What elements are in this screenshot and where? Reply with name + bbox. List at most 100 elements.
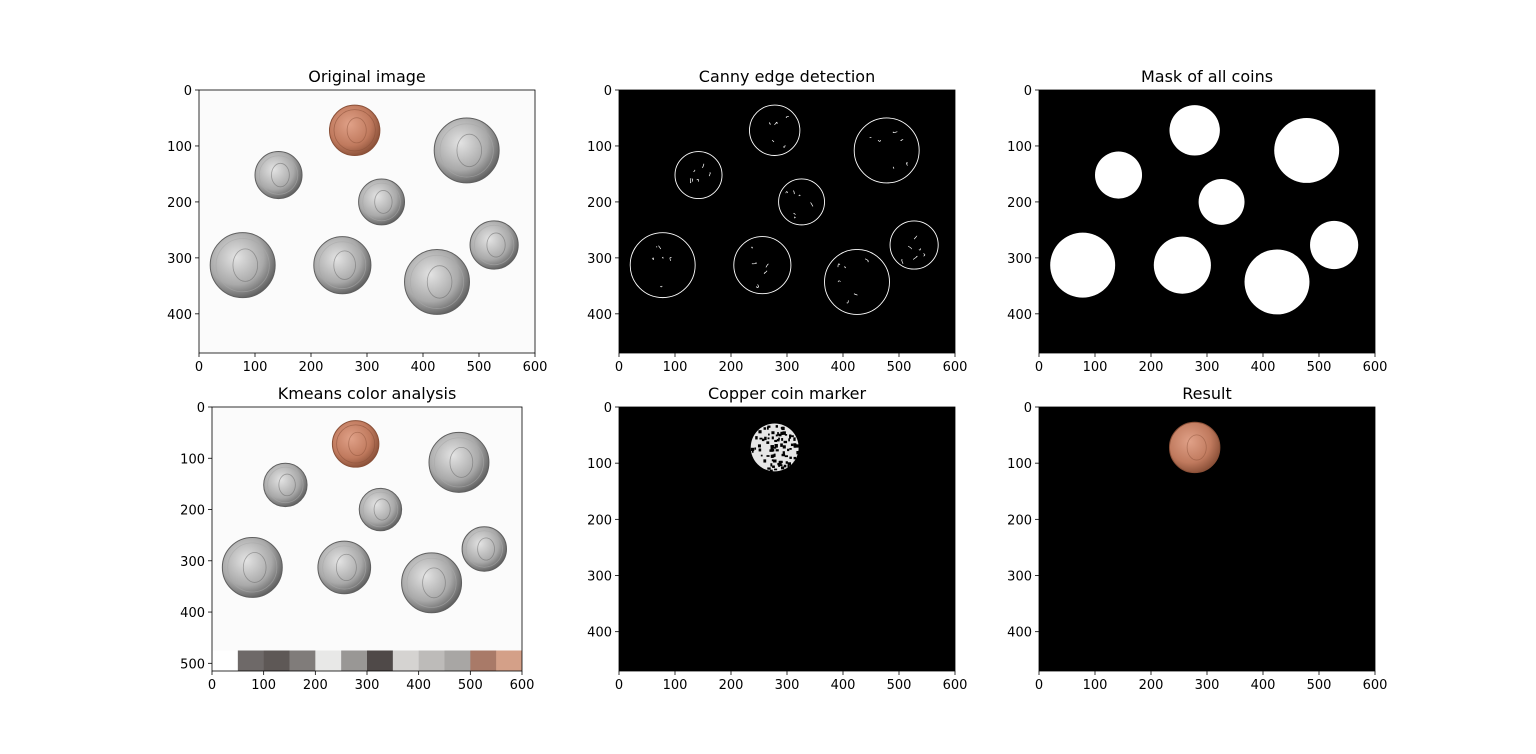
x-tick-label: 100 (251, 678, 276, 693)
marker-noise (771, 436, 774, 440)
quarter-coin (401, 552, 463, 614)
inner-edge (794, 216, 796, 219)
inner-edge (693, 169, 696, 173)
inner-edge (923, 253, 926, 257)
palette-swatch (341, 650, 368, 671)
coin-relief (335, 553, 357, 582)
inner-edge (901, 259, 904, 264)
inner-edge (900, 139, 904, 141)
marker-noise (774, 439, 778, 443)
x-tick-label: 0 (195, 360, 203, 375)
marker-noise (767, 425, 771, 428)
inner-edge (651, 257, 654, 260)
marker-noise (785, 461, 788, 464)
marker-noise (775, 434, 778, 437)
marker-noise (789, 434, 792, 437)
marker-noise (766, 426, 769, 430)
x-tick-label: 200 (719, 360, 744, 375)
x-tick-label: 400 (831, 678, 856, 693)
y-tick-label: 0 (184, 84, 192, 99)
marker-noise (764, 436, 767, 441)
palette-swatch (496, 650, 522, 671)
y-tick-label: 200 (587, 513, 612, 528)
y-tick-label: 200 (167, 196, 192, 211)
coin-relief (1186, 434, 1207, 461)
inner-edge (913, 235, 918, 240)
x-tick-label: 100 (1083, 678, 1108, 693)
panel-title: Original image (308, 67, 426, 86)
x-tick-label: 300 (775, 678, 800, 693)
inner-edge (669, 256, 672, 262)
inner-edge (763, 270, 768, 274)
marker-noise (758, 430, 762, 434)
marker-noise (751, 449, 754, 453)
coin-edge (629, 232, 696, 299)
panel-original-image: Original image 0 100 200 300 400 500 600 0 100 200… (167, 67, 547, 375)
inner-edge (837, 280, 841, 283)
inner-edge (798, 194, 801, 197)
marker-noise (754, 447, 757, 450)
coin-relief (333, 250, 356, 280)
marker-noise (782, 451, 785, 455)
coin-rim (362, 182, 401, 222)
x-tick-label: 400 (1251, 678, 1276, 693)
y-tick-label: 400 (1007, 626, 1032, 641)
y-tick-label: 0 (604, 401, 612, 416)
marker-noise (789, 435, 792, 439)
inner-edge (918, 248, 921, 251)
coin-edge (889, 220, 939, 270)
y-tick-label: 500 (180, 657, 205, 672)
coin-relief (278, 473, 296, 497)
panel-title: Copper coin marker (708, 384, 867, 403)
marker-noise (784, 434, 788, 436)
marker-noise (796, 450, 799, 455)
marker-noise (778, 437, 780, 440)
panel-result: Result 0 100 200 300 400 500 600 0 100 200 300 400 (1007, 384, 1387, 693)
nickel-coin (313, 236, 372, 295)
inner-edge (864, 258, 869, 263)
panel-title: Mask of all coins (1141, 67, 1273, 86)
coin-mask (1095, 151, 1143, 199)
inner-edge (837, 263, 841, 268)
inner-edge (771, 139, 775, 143)
inner-edge (782, 145, 786, 148)
inner-edge (656, 246, 658, 248)
marker-noise (779, 464, 783, 467)
marker-noise (776, 438, 780, 442)
coin-rim (433, 437, 484, 488)
x-tick-label: 0 (615, 678, 623, 693)
x-tick-label: 300 (1195, 678, 1220, 693)
inner-edge (751, 246, 754, 249)
x-tick-label: 500 (1307, 678, 1332, 693)
y-tick-label: 100 (587, 140, 612, 155)
dime-coin (263, 462, 308, 508)
inner-edge (696, 179, 700, 182)
marker-noise (775, 449, 779, 452)
coin-rim (322, 545, 367, 590)
coin-relief (348, 431, 367, 456)
x-tick-label: 600 (1363, 360, 1388, 375)
inner-edge (793, 190, 795, 195)
image-area (212, 407, 522, 671)
y-tick-label: 0 (197, 401, 205, 416)
marker-noise (789, 447, 792, 450)
coin-rim (227, 542, 278, 593)
y-tick-label: 300 (587, 252, 612, 267)
quarter-coin (433, 117, 500, 184)
coin-relief (346, 117, 367, 144)
marker-noise (788, 438, 790, 442)
inner-edge (660, 285, 663, 288)
inner-edge (785, 115, 789, 118)
coin-mask (1153, 236, 1211, 294)
y-tick-label: 400 (180, 606, 205, 621)
y-tick-label: 300 (167, 252, 192, 267)
inner-edge (906, 162, 909, 166)
x-tick-label: 400 (411, 360, 436, 375)
marker-noise (773, 459, 777, 463)
marker-noise (787, 462, 792, 466)
marker-noise (772, 465, 775, 468)
marker-noise (766, 441, 770, 444)
image-area (1039, 407, 1375, 671)
marker-noise (777, 432, 779, 436)
